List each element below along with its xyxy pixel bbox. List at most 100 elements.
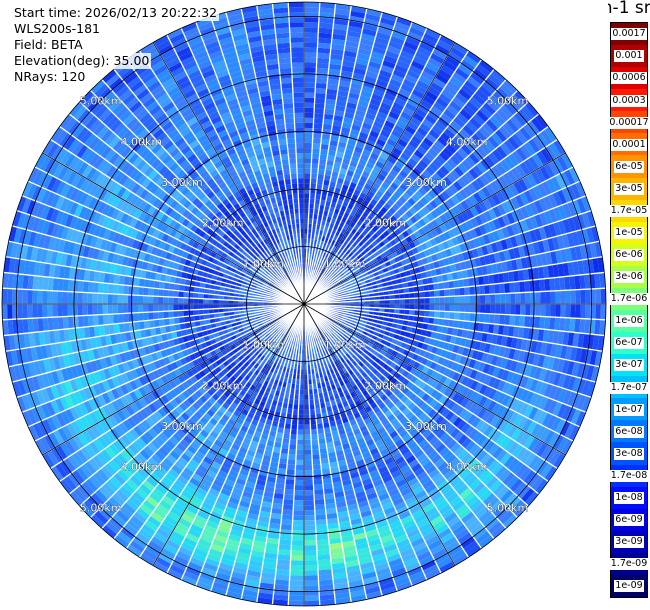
gate-cell [328, 244, 334, 251]
gate-cell [415, 176, 426, 187]
gate-cell [332, 28, 348, 36]
gate-cell [433, 282, 440, 291]
gate-cell [395, 173, 406, 183]
gate-cell [555, 249, 563, 264]
gate-cell [435, 251, 443, 261]
gate-cell [538, 212, 549, 227]
gate-cell [519, 192, 530, 206]
gate-cell [339, 238, 346, 245]
gate-cell [586, 210, 596, 228]
gate-cell [575, 289, 581, 304]
gate-cell [304, 142, 313, 149]
gate-cell [348, 278, 355, 284]
gate-cell [379, 101, 393, 111]
gate-cell [443, 84, 458, 97]
gate-cell [321, 133, 331, 140]
gate-cell [337, 279, 344, 284]
gate-cell [304, 213, 309, 219]
gate-cell [304, 92, 316, 98]
gate-cell [281, 509, 294, 516]
gate-cell [491, 263, 498, 275]
gate-cell [483, 210, 493, 223]
gate-cell [404, 298, 410, 304]
gate-cell [304, 203, 310, 209]
gate-cell [550, 290, 556, 304]
gate-cell [491, 132, 504, 146]
gate-cell [363, 18, 380, 27]
gate-cell [427, 147, 439, 159]
gate-cell [312, 464, 322, 470]
gate-cell [386, 138, 398, 148]
gate-cell [329, 134, 340, 142]
gate-cell [432, 244, 441, 254]
gate-cell [372, 120, 384, 130]
gate-cell [304, 454, 313, 461]
gate-cell [372, 164, 383, 174]
gate-cell [472, 164, 484, 177]
gate-cell [434, 289, 440, 298]
gate-cell [494, 314, 501, 325]
gate-cell [566, 232, 575, 248]
gate-cell [562, 262, 570, 277]
gate-cell [575, 181, 586, 198]
gate-cell [487, 135, 500, 149]
gate-cell [398, 314, 405, 320]
gate-cell [483, 170, 494, 184]
gate-cell [427, 189, 437, 200]
gate-cell [304, 500, 315, 506]
gate-cell [489, 284, 495, 295]
gate-cell [567, 216, 577, 233]
gate-cell [380, 64, 395, 74]
gate-cell [394, 308, 400, 314]
gate-cell [502, 122, 516, 137]
gate-cell [374, 116, 386, 125]
gate-cell [419, 310, 425, 317]
gate-cell [444, 296, 450, 304]
gate-cell [564, 247, 573, 263]
gate-cell [358, 94, 371, 103]
gate-cell [389, 181, 400, 191]
gate-cell [530, 291, 536, 304]
gate-cell [304, 459, 313, 466]
gate-cell [552, 158, 565, 174]
gate-cell [438, 233, 447, 243]
gate-cell [420, 37, 437, 49]
gate-cell [418, 41, 435, 53]
gate-cell [315, 193, 322, 200]
gate-cell [581, 195, 592, 213]
gate-cell [440, 189, 451, 201]
gate-cell [510, 304, 516, 316]
gate-cell [383, 120, 396, 130]
gate-cell [350, 82, 363, 91]
gate-cell [359, 126, 371, 135]
gate-cell [314, 509, 327, 516]
gate-cell [388, 312, 395, 319]
gate-cell [508, 247, 516, 261]
gate-cell [362, 23, 379, 32]
gate-cell [347, 25, 363, 34]
gate-cell [304, 122, 314, 129]
gate-cell [319, 7, 336, 14]
gate-cell [397, 115, 410, 126]
gate-cell [309, 193, 316, 199]
gate-cell [375, 138, 387, 148]
gate-cell [304, 188, 311, 194]
gate-cell [560, 290, 566, 304]
gate-cell [327, 274, 333, 280]
gate-cell [411, 88, 425, 100]
gate-cell [310, 168, 319, 174]
gate-cell [293, 495, 304, 501]
gate-cell [289, 439, 297, 445]
gate-cell [304, 72, 317, 78]
gate-cell [492, 90, 507, 105]
gate-cell [304, 147, 313, 154]
gate-cell [398, 288, 405, 294]
gate-cell [422, 32, 439, 44]
gate-cell [424, 151, 436, 162]
gate-cell [335, 275, 341, 281]
gate-cell [286, 469, 296, 475]
gate-cell [531, 153, 544, 169]
gate-cell [315, 524, 328, 531]
gate-cell [313, 118, 324, 124]
gate-cell [296, 444, 304, 450]
